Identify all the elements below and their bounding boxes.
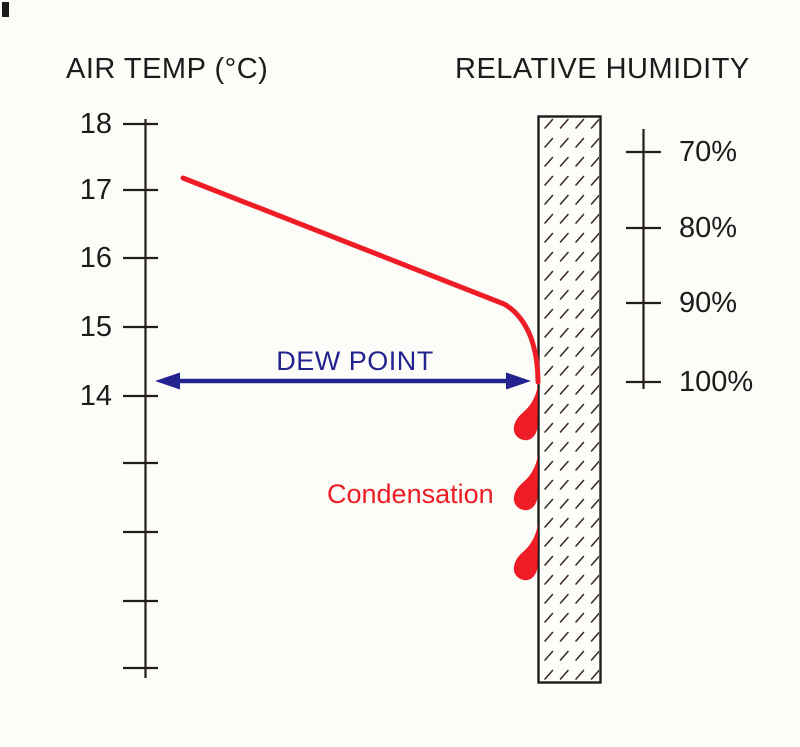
humidity-label-100: 100% [679,366,754,398]
humidity-label-70: 70% [679,136,738,168]
condensation-label: Condensation [327,479,494,509]
temp-label-14: 14 [79,380,112,412]
cold-surface-bar [537,115,602,684]
temp-label-17: 17 [79,174,112,206]
humidity-axis [626,129,661,389]
condensation-droplet-2 [513,455,538,511]
condensation-droplet-3 [513,524,538,581]
dew-point-arrow [155,372,531,390]
temp-axis [123,119,158,678]
temp-label-15: 15 [79,311,112,343]
condensation-droplets [513,385,538,581]
relative-humidity-title: RELATIVE HUMIDITY [455,53,750,85]
temp-label-18: 18 [79,108,112,140]
dew-point-label: DEW POINT [276,346,434,376]
humidity-label-80: 80% [679,212,738,244]
air-temp-title: AIR TEMP (°C) [66,53,269,85]
condensation-droplet-1 [513,385,538,441]
dew-point-arrowhead-left [155,372,180,390]
cold-surface-bar-hatching [540,118,599,681]
cooling-line [180,175,541,385]
scan-artifact-mark [2,2,9,17]
temp-label-16: 16 [79,242,112,274]
dew-point-arrowhead-right [506,372,531,390]
humidity-label-90: 90% [679,287,738,319]
